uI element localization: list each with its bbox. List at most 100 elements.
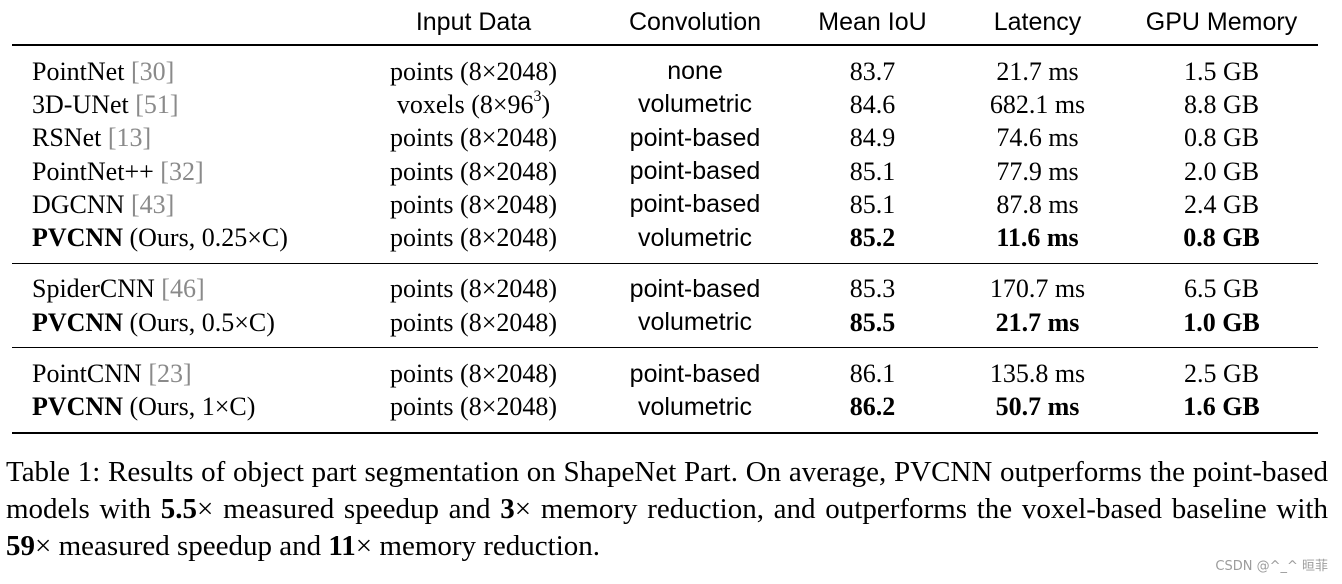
latency-cell: 50.7 ms <box>995 392 1080 422</box>
caption-text: Table 1: Results of object part segmenta… <box>6 456 1328 525</box>
mean-iou-cell: 86.1 <box>849 359 896 389</box>
latency-cell: 21.7 ms <box>995 307 1080 337</box>
citation-link[interactable]: [51] <box>135 89 179 119</box>
gpu-memory-cell: 1.5 GB <box>1183 56 1260 86</box>
convolution-cell: none <box>667 57 723 86</box>
input-data-cell: points (8×2048) <box>389 359 558 389</box>
method-name: PVCNN <box>32 307 123 337</box>
header-input-data: Input Data <box>415 7 532 36</box>
table-caption: Table 1: Results of object part segmenta… <box>6 454 1328 565</box>
caption-emphasis: 11 <box>328 530 356 562</box>
table-group-1: PointNet [30] points (8×2048) none 83.7 … <box>12 45 1318 263</box>
latency-cell: 682.1 ms <box>989 89 1086 119</box>
method-cell: PVCNN (Ours, 0.5×C) <box>12 306 352 348</box>
convolution-cell: volumetric <box>638 90 752 119</box>
citation-link[interactable]: [46] <box>161 274 205 304</box>
method-name: 3D-UNet <box>32 89 129 119</box>
results-table: Input Data Convolution Mean IoU Latency … <box>12 0 1318 434</box>
method-cell: 3D-UNet [51] <box>12 88 352 121</box>
latency-cell: 135.8 ms <box>989 359 1086 389</box>
convolution-cell: point-based <box>629 274 761 303</box>
input-data-cell: points (8×2048) <box>389 307 558 337</box>
citation-link[interactable]: [23] <box>148 359 192 389</box>
table-row: 3D-UNet [51] voxels (8×963) volumetric 8… <box>12 88 1318 121</box>
method-cell: PointNet++ [32] <box>12 155 352 188</box>
method-name: PVCNN <box>32 223 123 253</box>
gpu-memory-cell: 2.0 GB <box>1183 156 1260 186</box>
method-cell: RSNet [13] <box>12 122 352 155</box>
method-variant: (Ours, 0.25×C) <box>129 223 288 253</box>
method-variant: (Ours, 0.5×C) <box>129 307 275 337</box>
method-cell: DGCNN [43] <box>12 188 352 221</box>
table-row: SpiderCNN [46] points (8×2048) point-bas… <box>12 263 1318 306</box>
method-name: PVCNN <box>32 392 123 422</box>
method-cell: SpiderCNN [46] <box>12 263 352 306</box>
citation-link[interactable]: [32] <box>160 156 204 186</box>
method-cell: PVCNN (Ours, 1×C) <box>12 391 352 433</box>
input-data-cell: voxels (8×963) <box>352 88 595 121</box>
citation-link[interactable]: [43] <box>130 189 175 219</box>
gpu-memory-cell: 6.5 GB <box>1183 274 1260 304</box>
input-data-cell: points (8×2048) <box>389 56 558 86</box>
input-data-close: ) <box>541 89 551 119</box>
mean-iou-cell: 85.3 <box>849 274 896 304</box>
caption-emphasis: 3 <box>500 493 515 525</box>
convolution-cell: point-based <box>629 359 761 388</box>
latency-cell: 74.6 ms <box>996 123 1079 153</box>
convolution-cell: point-based <box>629 190 761 219</box>
table-row: PointNet++ [32] points (8×2048) point-ba… <box>12 155 1318 188</box>
method-cell: PointNet [30] <box>12 45 352 88</box>
method-name: PointCNN <box>32 359 142 389</box>
table-row: PointNet [30] points (8×2048) none 83.7 … <box>12 45 1318 88</box>
input-data-cell: points (8×2048) <box>389 392 558 422</box>
table-row: RSNet [13] points (8×2048) point-based 8… <box>12 122 1318 155</box>
caption-text: × memory reduction, and outperforms the … <box>514 493 1328 525</box>
gpu-memory-cell: 1.6 GB <box>1183 392 1260 422</box>
caption-text: × memory reduction. <box>355 530 601 562</box>
citation-link[interactable]: [13] <box>107 123 152 153</box>
gpu-memory-cell: 1.0 GB <box>1183 307 1260 337</box>
watermark: CSDN @^_^ 晅菲 <box>1215 559 1328 574</box>
table-group-3: PointCNN [23] points (8×2048) point-base… <box>12 347 1318 433</box>
caption-emphasis: 59 <box>6 530 35 562</box>
table-row: PointCNN [23] points (8×2048) point-base… <box>12 347 1318 391</box>
method-name: RSNet <box>32 123 102 153</box>
latency-cell: 21.7 ms <box>996 56 1079 86</box>
input-data-cell: points (8×2048) <box>389 223 558 253</box>
method-cell: PointCNN [23] <box>12 348 352 391</box>
mean-iou-cell: 85.1 <box>849 189 896 219</box>
gpu-memory-cell: 8.8 GB <box>1183 89 1260 119</box>
caption-text: × measured speedup and <box>35 530 329 562</box>
convolution-cell: volumetric <box>638 392 752 421</box>
table-row-ours: PVCNN (Ours, 0.5×C) points (8×2048) volu… <box>12 306 1318 348</box>
table-row: DGCNN [43] points (8×2048) point-based 8… <box>12 188 1318 221</box>
gpu-memory-cell: 2.4 GB <box>1183 189 1260 219</box>
results-table-container: Input Data Convolution Mean IoU Latency … <box>12 0 1318 434</box>
input-data-cell: points (8×2048) <box>389 156 558 186</box>
mean-iou-cell: 85.2 <box>849 223 896 253</box>
method-name: PointNet++ <box>32 156 154 186</box>
latency-cell: 87.8 ms <box>996 189 1079 219</box>
header-mean-iou: Mean IoU <box>818 7 927 36</box>
gpu-memory-cell: 2.5 GB <box>1183 359 1260 389</box>
convolution-cell: volumetric <box>638 308 752 337</box>
input-data-cell: points (8×2048) <box>389 274 558 304</box>
gpu-memory-cell: 0.8 GB <box>1183 223 1260 253</box>
input-data-text: voxels (8×96 <box>396 89 534 119</box>
latency-cell: 170.7 ms <box>989 274 1086 304</box>
mean-iou-cell: 85.1 <box>849 156 896 186</box>
citation-link[interactable]: [30] <box>130 56 175 86</box>
header-gpu-memory: GPU Memory <box>1145 7 1298 36</box>
mean-iou-cell: 84.6 <box>849 89 896 119</box>
convolution-cell: volumetric <box>638 223 752 252</box>
table-group-2: SpiderCNN [46] points (8×2048) point-bas… <box>12 263 1318 348</box>
input-data-cell: points (8×2048) <box>389 123 558 153</box>
header-latency: Latency <box>993 7 1082 36</box>
convolution-cell: point-based <box>629 123 761 152</box>
table-row-ours: PVCNN (Ours, 0.25×C) points (8×2048) vol… <box>12 221 1318 263</box>
table-row-ours: PVCNN (Ours, 1×C) points (8×2048) volume… <box>12 391 1318 433</box>
latency-cell: 77.9 ms <box>996 156 1079 186</box>
input-data-cell: points (8×2048) <box>389 189 558 219</box>
table-header-row: Input Data Convolution Mean IoU Latency … <box>12 0 1318 45</box>
header-method <box>12 0 352 45</box>
